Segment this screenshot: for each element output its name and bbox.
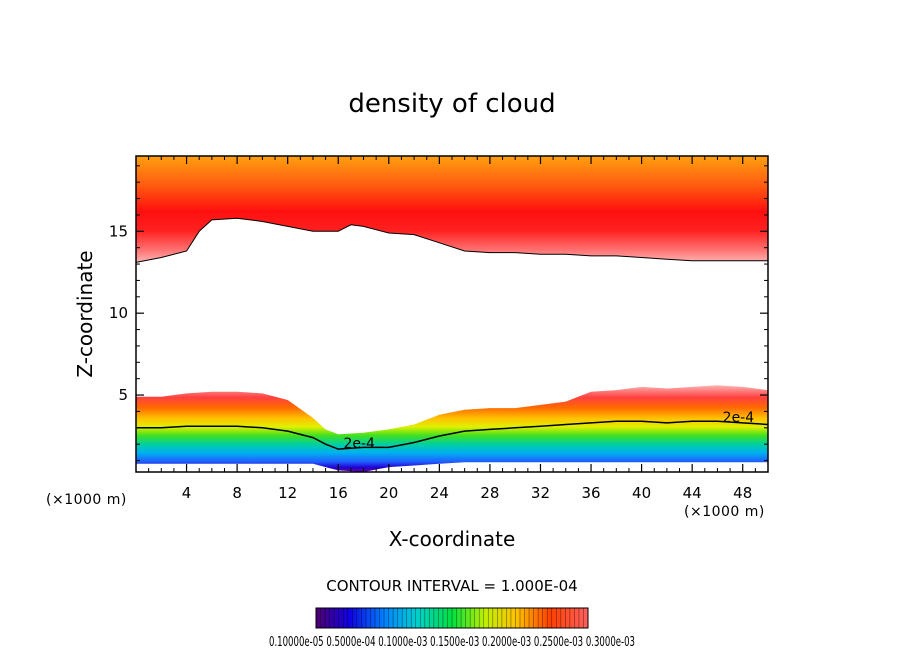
contour-line-2e-4: [136, 420, 768, 450]
contour-interval-label: CONTOUR INTERVAL = 1.000E-04: [326, 577, 577, 595]
colorbar-ticks: [320, 608, 584, 628]
x-axis: 4 8 12 16 20 24 28 32 36 40 44 48: [148, 156, 756, 502]
contour-label: 2e-4: [723, 410, 755, 426]
upper-cloud-layer: [136, 156, 768, 263]
x-tick-label: 8: [232, 484, 242, 502]
x-tick-label: 12: [278, 484, 297, 502]
x-tick-label: 36: [581, 484, 600, 502]
x-tick-label: 16: [329, 484, 348, 502]
x-unit-label-left: (×1000 m): [46, 492, 127, 508]
x-tick-label: 32: [531, 484, 550, 502]
y-axis: 5 10 15: [109, 165, 768, 462]
x-tick-label: 48: [733, 484, 752, 502]
contour-label: 2e-4: [343, 436, 375, 452]
upper-cloud-base-contour: [136, 217, 768, 263]
y-tick-label: 10: [109, 304, 128, 322]
x-tick-label: 24: [430, 484, 449, 502]
chart-title: density of cloud: [348, 89, 555, 119]
y-axis-label: Z-coordinate: [73, 250, 97, 377]
y-tick-label: 15: [109, 222, 128, 240]
x-tick-label: 4: [182, 484, 192, 502]
colorbar-labels: 0.10000e-05 0.5000e-04 0.1000e-03 0.1500…: [269, 634, 635, 650]
y-tick-label: 5: [118, 386, 128, 404]
x-axis-label: X-coordinate: [389, 527, 516, 551]
x-unit-label-right: (×1000 m): [684, 504, 765, 520]
contour-fields: 2e-4 2e-4: [136, 156, 768, 472]
lower-cloud-layer: [136, 385, 768, 472]
x-tick-label: 20: [379, 484, 398, 502]
x-tick-label: 40: [632, 484, 651, 502]
x-tick-label: 44: [683, 484, 702, 502]
x-tick-label: 28: [480, 484, 499, 502]
